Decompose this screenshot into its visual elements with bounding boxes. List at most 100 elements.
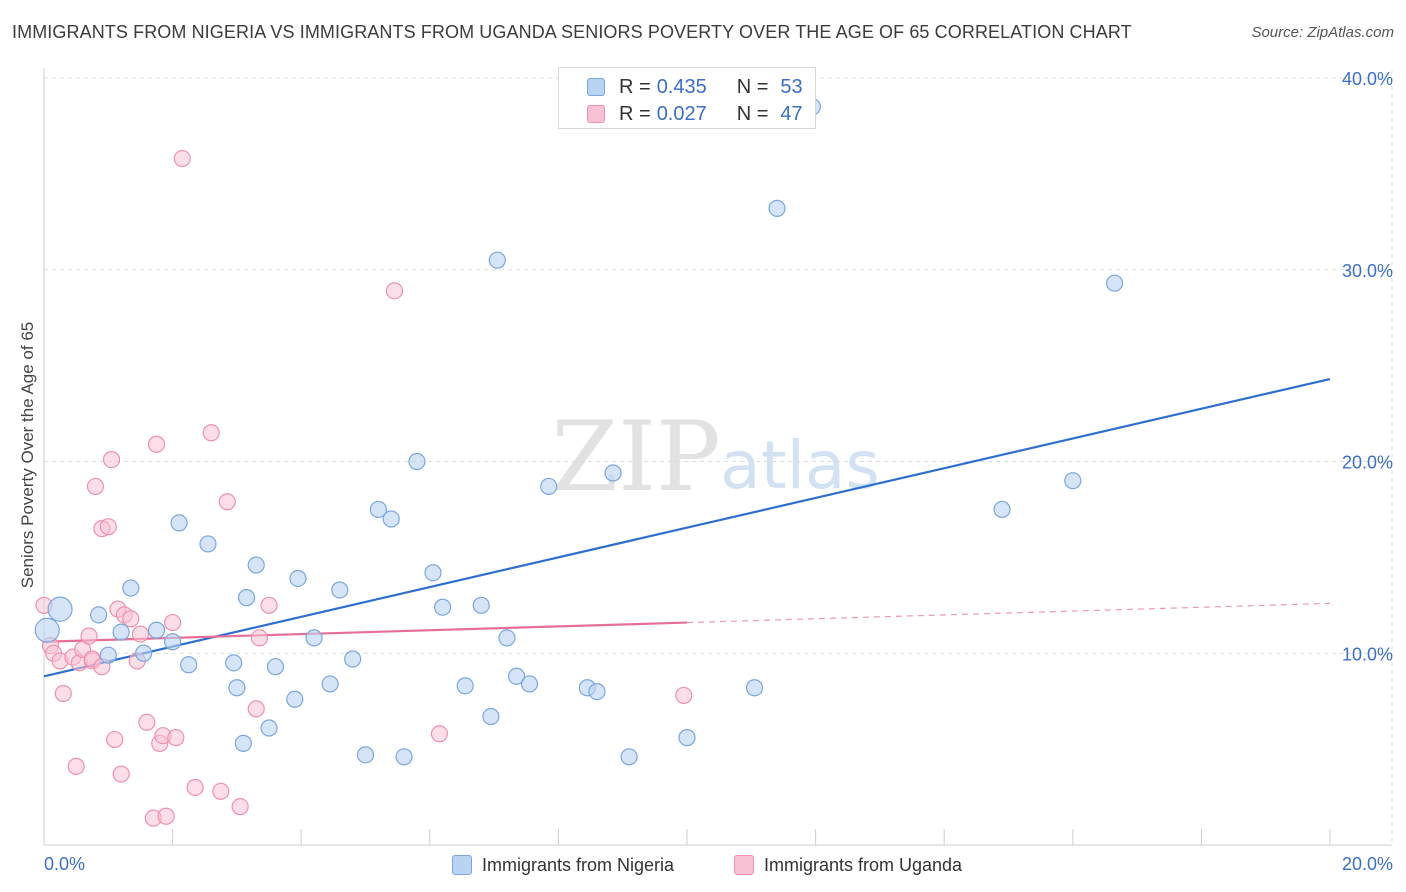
source-label: Source: ZipAtlas.com (1251, 24, 1394, 41)
data-point-uganda (430, 725, 449, 743)
tick-labels: 10.0% 20.0% 30.0% 40.0% 0.0% 20.0% (44, 69, 1393, 874)
data-point-uganda (675, 686, 693, 705)
data-point-nigeria (289, 569, 307, 588)
data-point-nigeria (434, 598, 452, 616)
trendline-uganda-extension (686, 602, 1331, 624)
data-point-nigeria (488, 251, 506, 269)
data-point-nigeria (135, 644, 153, 662)
data-point-nigeria (286, 690, 304, 708)
data-point-nigeria (99, 646, 117, 664)
data-point-nigeria (228, 679, 246, 697)
data-point-nigeria (1064, 472, 1082, 490)
data-point-nigeria (247, 556, 265, 574)
bottom-legend-swatch-uganda (734, 855, 754, 875)
legend-n-label: N = (736, 75, 769, 98)
trendline-nigeria (43, 377, 1331, 678)
legend-swatch-nigeria (587, 78, 605, 96)
legend-r-label: R = (619, 75, 651, 98)
legend-r-value-nigeria: 0.435 (656, 75, 707, 98)
gridlines (44, 70, 1393, 845)
bottom-legend-uganda: Immigrants from Uganda (734, 852, 962, 878)
data-point-uganda (385, 282, 404, 300)
y-tick-label: 20.0% (1342, 453, 1393, 473)
data-point-nigeria (321, 675, 339, 693)
data-point-nigeria (331, 581, 349, 599)
data-point-nigeria (1105, 274, 1124, 292)
axes (43, 68, 1392, 846)
data-point-nigeria (90, 606, 108, 624)
data-point-uganda (122, 610, 140, 628)
data-point-uganda (147, 435, 166, 453)
data-point-uganda (250, 629, 269, 647)
data-point-nigeria (993, 500, 1011, 519)
legend-row-uganda: R = 0.027 N = 47 (587, 101, 803, 127)
data-point-nigeria (482, 707, 500, 726)
data-point-nigeria (498, 629, 516, 647)
data-point-uganda (112, 765, 130, 783)
data-point-nigeria (356, 746, 375, 764)
watermark: ZIP atlas (551, 401, 879, 513)
data-point-uganda (102, 450, 121, 469)
data-point-nigeria (369, 500, 387, 519)
trendlines (43, 377, 1331, 678)
data-point-uganda (80, 627, 98, 645)
data-point-uganda (106, 730, 124, 749)
watermark-zip: ZIP (551, 401, 720, 513)
data-point-nigeria (34, 617, 60, 643)
data-point-nigeria (395, 748, 413, 766)
legend-n-value-nigeria: 53 (780, 75, 803, 98)
data-point-nigeria (768, 199, 786, 217)
data-point-nigeria (147, 621, 166, 639)
data-point-nigeria (520, 675, 539, 693)
data-point-uganda (186, 778, 204, 797)
watermark-atlas: atlas (720, 427, 880, 504)
data-point-nigeria (588, 682, 606, 701)
data-point-nigeria (456, 677, 474, 695)
y-tick-label: 30.0% (1342, 261, 1393, 281)
data-point-uganda (202, 424, 220, 442)
data-point-nigeria (170, 514, 188, 532)
series-uganda-points (35, 149, 693, 827)
x-tick-label: 20.0% (1342, 854, 1393, 874)
data-point-nigeria (472, 596, 490, 614)
data-point-nigeria (604, 464, 622, 482)
y-tick-label: 10.0% (1342, 644, 1393, 664)
data-point-nigeria (237, 589, 256, 607)
data-point-nigeria (180, 656, 198, 674)
data-point-uganda (54, 684, 72, 703)
data-point-uganda (99, 518, 117, 536)
chart-title: IMMIGRANTS FROM NIGERIA VS IMMIGRANTS FR… (12, 22, 1132, 42)
data-point-nigeria (199, 535, 217, 553)
data-point-nigeria (234, 734, 252, 752)
data-point-nigeria (424, 564, 442, 582)
data-point-uganda (173, 149, 191, 168)
bottom-legend-label-nigeria: Immigrants from Nigeria (482, 854, 675, 875)
data-point-uganda (231, 798, 249, 816)
data-point-nigeria (408, 452, 426, 471)
legend-row-nigeria: R = 0.435 N = 53 (587, 74, 803, 100)
legend-swatch-uganda (587, 105, 605, 123)
data-point-nigeria (305, 629, 323, 647)
data-point-nigeria (620, 748, 638, 766)
data-point-uganda (67, 757, 85, 775)
bottom-legend-swatch-nigeria (452, 855, 472, 875)
data-point-nigeria (678, 729, 696, 747)
data-point-uganda (167, 729, 185, 747)
data-point-nigeria (164, 633, 182, 651)
legend-n-value-uganda: 47 (780, 102, 803, 125)
data-point-nigeria (260, 719, 278, 737)
data-point-uganda (138, 713, 156, 731)
x-tick-label: 0.0% (44, 854, 85, 874)
data-point-nigeria (344, 650, 362, 668)
data-point-nigeria (225, 654, 243, 672)
data-point-nigeria (540, 477, 558, 496)
data-point-uganda (131, 625, 150, 643)
data-point-uganda (260, 596, 278, 614)
legend-n-label: N = (736, 102, 769, 125)
data-point-uganda (247, 700, 265, 718)
y-tick-label: 40.0% (1342, 69, 1393, 89)
correlation-legend: R = 0.435 N = 53 R = 0.027 N = 47 (558, 67, 816, 129)
data-point-nigeria (382, 510, 400, 528)
data-point-nigeria (745, 679, 764, 697)
data-point-nigeria (122, 579, 140, 597)
